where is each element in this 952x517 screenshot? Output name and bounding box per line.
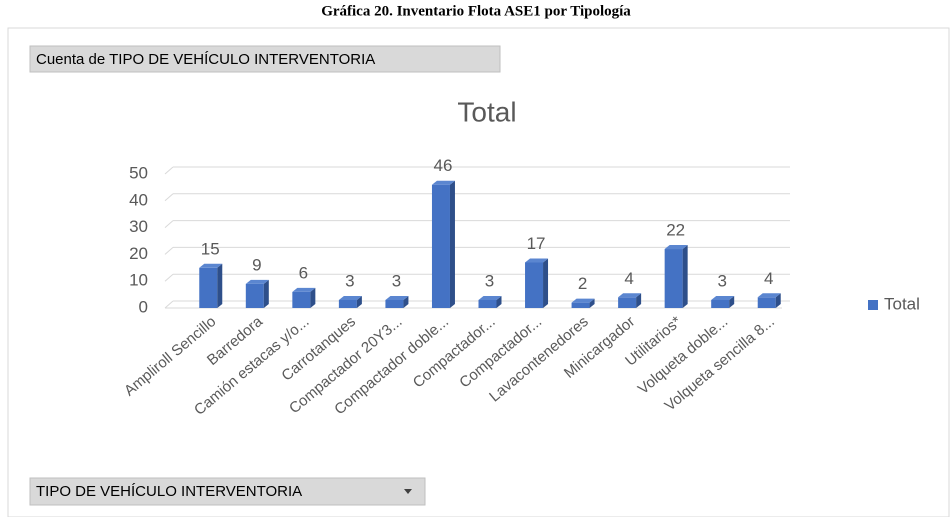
- data-label: 3: [345, 271, 354, 290]
- bar: [385, 299, 404, 308]
- y-tick-label: 0: [139, 297, 148, 316]
- bar-top: [757, 293, 781, 298]
- data-label: 17: [527, 234, 546, 253]
- bar: [431, 184, 450, 308]
- bar-top: [245, 279, 269, 284]
- bar: [571, 302, 590, 308]
- bar: [338, 299, 357, 308]
- bar: [618, 297, 637, 308]
- bar-side: [682, 245, 688, 308]
- bar-side: [310, 287, 316, 308]
- value-field-button-label: Cuenta de TIPO DE VEHÍCULO INTERVENTORIA: [36, 51, 375, 68]
- bar: [199, 267, 218, 308]
- bar-top: [338, 295, 362, 300]
- bar-top: [664, 245, 688, 250]
- data-label: 2: [578, 274, 587, 293]
- bar-top: [199, 263, 223, 268]
- bar-top: [618, 293, 642, 298]
- data-label: 6: [299, 263, 308, 282]
- bar: [525, 262, 544, 308]
- bar-side: [263, 279, 269, 308]
- bar-side: [496, 295, 502, 308]
- y-tick-label: 40: [129, 190, 148, 209]
- grid-depth: [164, 300, 174, 309]
- caption: Gráfica 20. Inventario Flota ASE1 por Ti…: [321, 3, 631, 19]
- data-label: 4: [624, 269, 633, 288]
- axis-field-button[interactable]: [29, 477, 426, 506]
- bar: [245, 283, 264, 308]
- y-tick-label: 20: [129, 244, 148, 263]
- bar-top: [571, 298, 595, 303]
- bar-top: [711, 295, 735, 300]
- bar-side: [356, 295, 362, 308]
- bar: [478, 299, 497, 308]
- bar-side: [403, 295, 409, 308]
- grid-depth: [164, 247, 174, 255]
- bar-top: [292, 287, 316, 292]
- chart-title: Total: [457, 96, 516, 127]
- data-label: 3: [485, 271, 494, 290]
- data-label: 9: [252, 255, 261, 274]
- y-tick-label: 30: [129, 217, 148, 236]
- bar-top: [525, 258, 549, 263]
- bar-top: [478, 295, 502, 300]
- y-tick-label: 50: [129, 163, 148, 182]
- y-tick-label: 10: [129, 271, 148, 290]
- value-field-button[interactable]: [29, 45, 501, 73]
- bar-side: [449, 180, 455, 308]
- dropdown-arrow: [404, 489, 412, 494]
- bar-top: [385, 295, 409, 300]
- axis-field-button-label: TIPO DE VEHÍCULO INTERVENTORIA: [36, 483, 302, 500]
- bar-side: [636, 293, 642, 308]
- bar-side: [589, 298, 595, 308]
- data-label: 46: [434, 156, 453, 175]
- bar: [711, 299, 730, 308]
- grid-depth: [164, 220, 174, 228]
- grid-depth: [164, 273, 174, 282]
- bar-side: [543, 258, 549, 308]
- bar-top: [431, 180, 455, 185]
- chart-frame: [7, 27, 950, 517]
- data-label: 15: [201, 239, 220, 258]
- data-label: 4: [764, 269, 773, 288]
- legend-swatch: [868, 300, 878, 310]
- bar: [757, 297, 776, 308]
- grid-depth: [164, 166, 174, 175]
- data-label: 3: [717, 271, 726, 290]
- bar: [292, 291, 311, 308]
- grid-depth: [164, 193, 174, 202]
- data-label: 3: [392, 271, 401, 290]
- legend-label: Total: [884, 294, 920, 313]
- bar: [664, 249, 683, 308]
- bar-side: [217, 263, 223, 308]
- bar-side: [775, 293, 781, 308]
- data-label: 22: [666, 221, 685, 240]
- bar-side: [729, 295, 735, 308]
